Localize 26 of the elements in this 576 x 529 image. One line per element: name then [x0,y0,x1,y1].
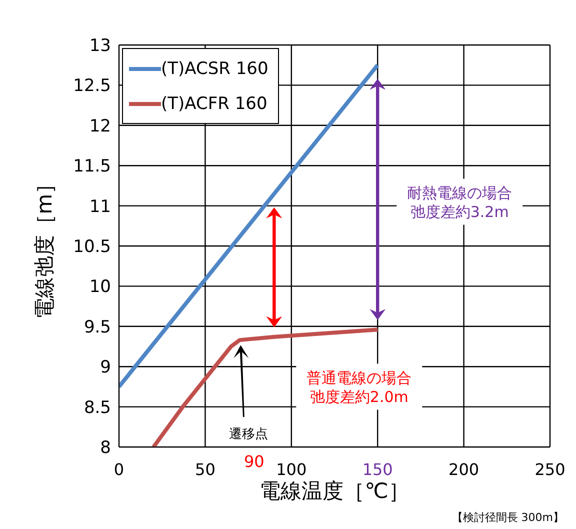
y-tick-label: 10.5 [73,237,111,258]
x-tick-label: 0 [114,460,124,479]
x-tick-label: 150 [362,460,393,479]
y-tick-label: 9.5 [84,317,111,338]
y-tick-label: 8 [100,438,111,458]
y-tick-label: 11 [89,196,111,217]
text: 【検討径間長 300m】 [452,511,564,524]
annotation: 耐熱電線の場合弛度差約3.2m [407,184,512,221]
y-tick-label: 8.5 [84,398,111,418]
y-tick-label: 9 [100,358,111,378]
y-tick-label: 13 [89,36,111,56]
y-tick-label: 12.5 [73,76,111,96]
annotation: 普通電線の場合弛度差約2.0m [306,368,412,406]
text: 90 [244,452,264,471]
annotation: 遷移点 [229,426,268,442]
x-axis-title: 電線温度［℃］ [260,478,410,503]
x-tick-label: 250 [534,460,566,479]
y-tick-label: 10 [89,277,111,298]
x-tick-label: 50 [195,460,216,479]
y-axis-title: 電線弛度［m］ [32,172,56,320]
legend-label: (T)ACSR 160 [161,58,268,78]
y-tick-label: 11.5 [73,156,111,177]
y-tick-label: 12 [89,116,111,136]
legend-label: (T)ACFR 160 [161,94,268,114]
x-tick-label: 100 [276,460,307,479]
x-tick-label: 200 [448,460,480,479]
